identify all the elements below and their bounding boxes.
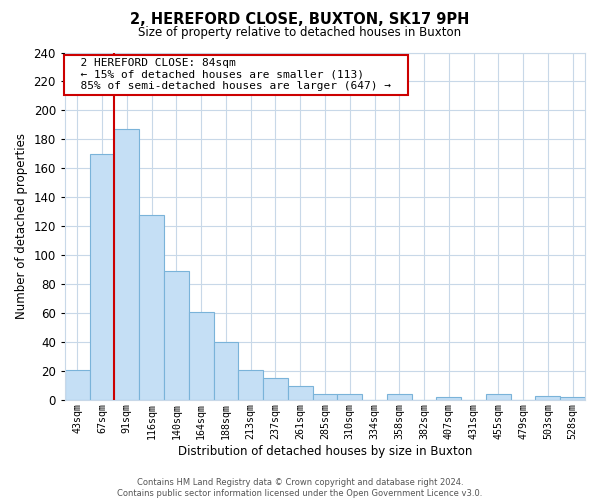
X-axis label: Distribution of detached houses by size in Buxton: Distribution of detached houses by size … — [178, 444, 472, 458]
Bar — [139, 214, 164, 400]
Bar — [560, 398, 585, 400]
Bar — [313, 394, 337, 400]
Text: Size of property relative to detached houses in Buxton: Size of property relative to detached ho… — [139, 26, 461, 39]
Bar — [238, 370, 263, 400]
Bar — [65, 370, 90, 400]
Bar — [436, 398, 461, 400]
Bar — [337, 394, 362, 400]
Bar — [164, 271, 189, 400]
Text: 2, HEREFORD CLOSE, BUXTON, SK17 9PH: 2, HEREFORD CLOSE, BUXTON, SK17 9PH — [130, 12, 470, 28]
Bar — [90, 154, 115, 400]
Bar — [387, 394, 412, 400]
Bar — [115, 130, 139, 400]
Bar — [214, 342, 238, 400]
Bar — [263, 378, 288, 400]
Bar — [189, 312, 214, 400]
Bar — [288, 386, 313, 400]
Text: 2 HEREFORD CLOSE: 84sqm
  ← 15% of detached houses are smaller (113)
  85% of se: 2 HEREFORD CLOSE: 84sqm ← 15% of detache… — [67, 58, 405, 92]
Bar — [486, 394, 511, 400]
Bar — [535, 396, 560, 400]
Text: Contains HM Land Registry data © Crown copyright and database right 2024.
Contai: Contains HM Land Registry data © Crown c… — [118, 478, 482, 498]
Y-axis label: Number of detached properties: Number of detached properties — [15, 134, 28, 320]
